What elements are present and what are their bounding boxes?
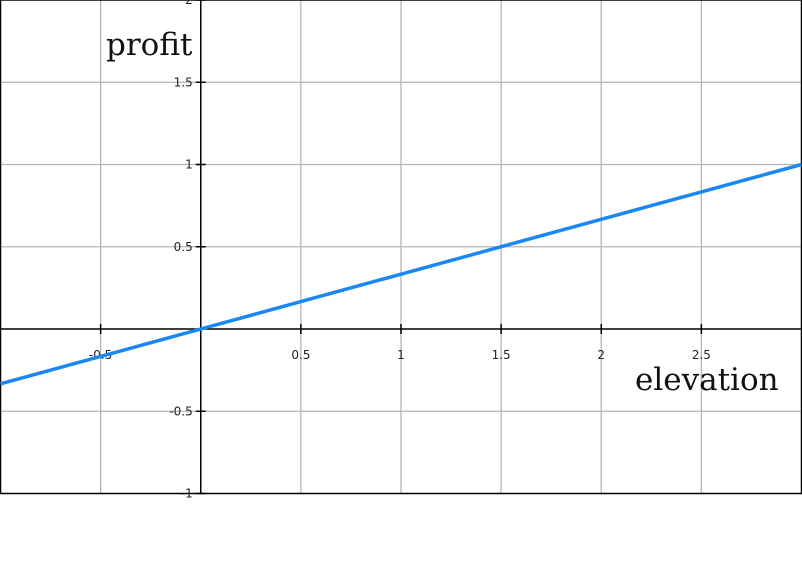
axis-ticks: -0.5 0.5 1 1.5 2 2.5-1-0.50.511.52	[89, 0, 711, 501]
x-tick-label: 1	[397, 348, 405, 362]
y-tick-label: -0.5	[169, 404, 192, 418]
y-tick-label: -1	[181, 487, 193, 501]
y-axis-label: profit	[106, 27, 193, 63]
y-tick-label: 0.5	[174, 240, 193, 254]
y-tick-label: 1	[185, 158, 193, 172]
grid-lines	[0, 0, 802, 494]
series-line	[0, 162, 802, 386]
x-tick-label: 0.5	[291, 348, 310, 362]
x-axis-label: elevation	[635, 362, 779, 398]
x-tick-label: 2.5	[692, 348, 711, 362]
x-tick-label: 1.5	[492, 348, 511, 362]
x-tick-label: 2	[597, 348, 605, 362]
y-tick-label: 1.5	[174, 75, 193, 89]
y-tick-label: 2	[185, 0, 193, 7]
series-layer	[0, 162, 802, 386]
